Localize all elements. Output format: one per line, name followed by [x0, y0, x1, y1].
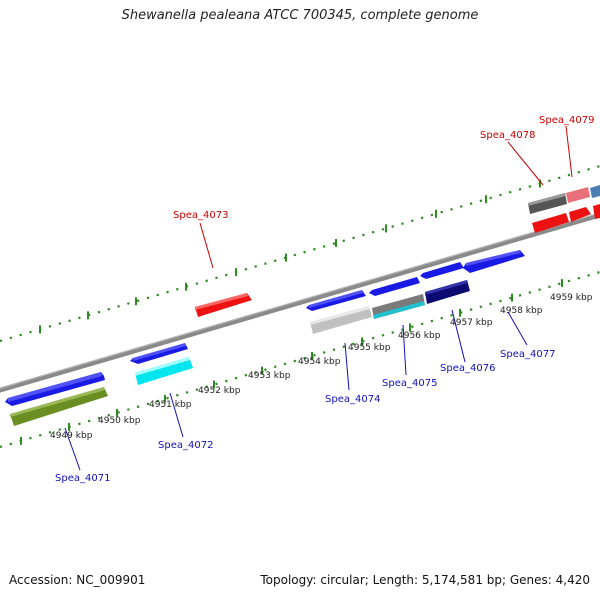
gene-spea-4076-upper[interactable]: [420, 262, 464, 279]
gene-label-spea-4075[interactable]: Spea_4075: [382, 378, 437, 389]
lower-tick-rail: [0, 270, 600, 449]
gene-spea-4072[interactable]: [130, 343, 188, 364]
tick-label: 4955 kbp: [348, 343, 391, 353]
gene-label-spea-4073[interactable]: Spea_4073: [173, 210, 228, 221]
gene-spea-4076[interactable]: [425, 280, 470, 304]
tick-label: 4956 kbp: [398, 331, 441, 341]
tick-label: 4953 kbp: [248, 371, 291, 381]
leader-spea-4071: [64, 427, 81, 471]
tick-label: 4952 kbp: [198, 386, 241, 396]
genome-backbone: [0, 212, 600, 393]
tick-label: 4957 kbp: [450, 318, 493, 328]
gene-spea-4071[interactable]: [5, 372, 105, 406]
gene-label-spea-4076[interactable]: Spea_4076: [440, 363, 495, 374]
gene-forward-row2-a[interactable]: [532, 213, 569, 233]
tick-label: 4949 kbp: [50, 431, 93, 441]
leader-spea-4077: [507, 311, 528, 346]
gene-label-spea-4077[interactable]: Spea_4077: [500, 349, 555, 360]
gene-label-spea-4078[interactable]: Spea_4078: [480, 130, 535, 141]
gene-label-spea-4074[interactable]: Spea_4074: [325, 394, 380, 405]
tick-label: 4954 kbp: [298, 357, 341, 367]
gene-label-spea-4071[interactable]: Spea_4071: [55, 473, 110, 484]
gene-spea-4080-partial[interactable]: [590, 185, 600, 198]
gene-spea-4079[interactable]: [566, 187, 590, 203]
gene-spea-4078[interactable]: [528, 193, 567, 214]
leader-spea-4074: [344, 342, 350, 391]
leader-spea-4073: [199, 222, 214, 269]
tick-label: 4958 kbp: [500, 306, 543, 316]
topology-summary: Topology: circular; Length: 5,174,581 bp…: [260, 573, 590, 587]
tick-label: 4959 kbp: [550, 293, 593, 303]
gene-forward-row2-c[interactable]: [593, 204, 600, 219]
genome-backbone-highlight: [0, 212, 600, 389]
gene-spea-4072-lower[interactable]: [135, 357, 193, 385]
tick-label: 4951 kbp: [149, 400, 192, 410]
gene-spea-4073[interactable]: [195, 293, 252, 317]
genome-title: Shewanella pealeana ATCC 700345, complet…: [121, 8, 479, 23]
gene-spea-4075-upper[interactable]: [369, 277, 420, 296]
leader-spea-4078: [507, 141, 544, 186]
gene-spea-4074[interactable]: [306, 290, 366, 311]
upper-tick-rail: [0, 164, 600, 343]
leader-spea-4079: [565, 125, 573, 178]
gene-spea-4077[interactable]: [463, 250, 525, 273]
accession-text: Accession: NC_009901: [9, 573, 146, 587]
gene-label-spea-4072[interactable]: Spea_4072: [158, 440, 213, 451]
leader-spea-4076: [451, 309, 466, 363]
gene-spea-4075[interactable]: [372, 294, 425, 319]
leader-spea-4072: [169, 392, 184, 438]
gene-label-spea-4079[interactable]: Spea_4079: [539, 115, 594, 126]
gene-spea-4071-lower[interactable]: [10, 387, 108, 426]
gene-forward-row2-b[interactable]: [569, 207, 591, 222]
tick-label: 4950 kbp: [98, 416, 141, 426]
leader-spea-4075: [402, 324, 407, 376]
gene-spea-4074-lower[interactable]: [310, 306, 372, 334]
